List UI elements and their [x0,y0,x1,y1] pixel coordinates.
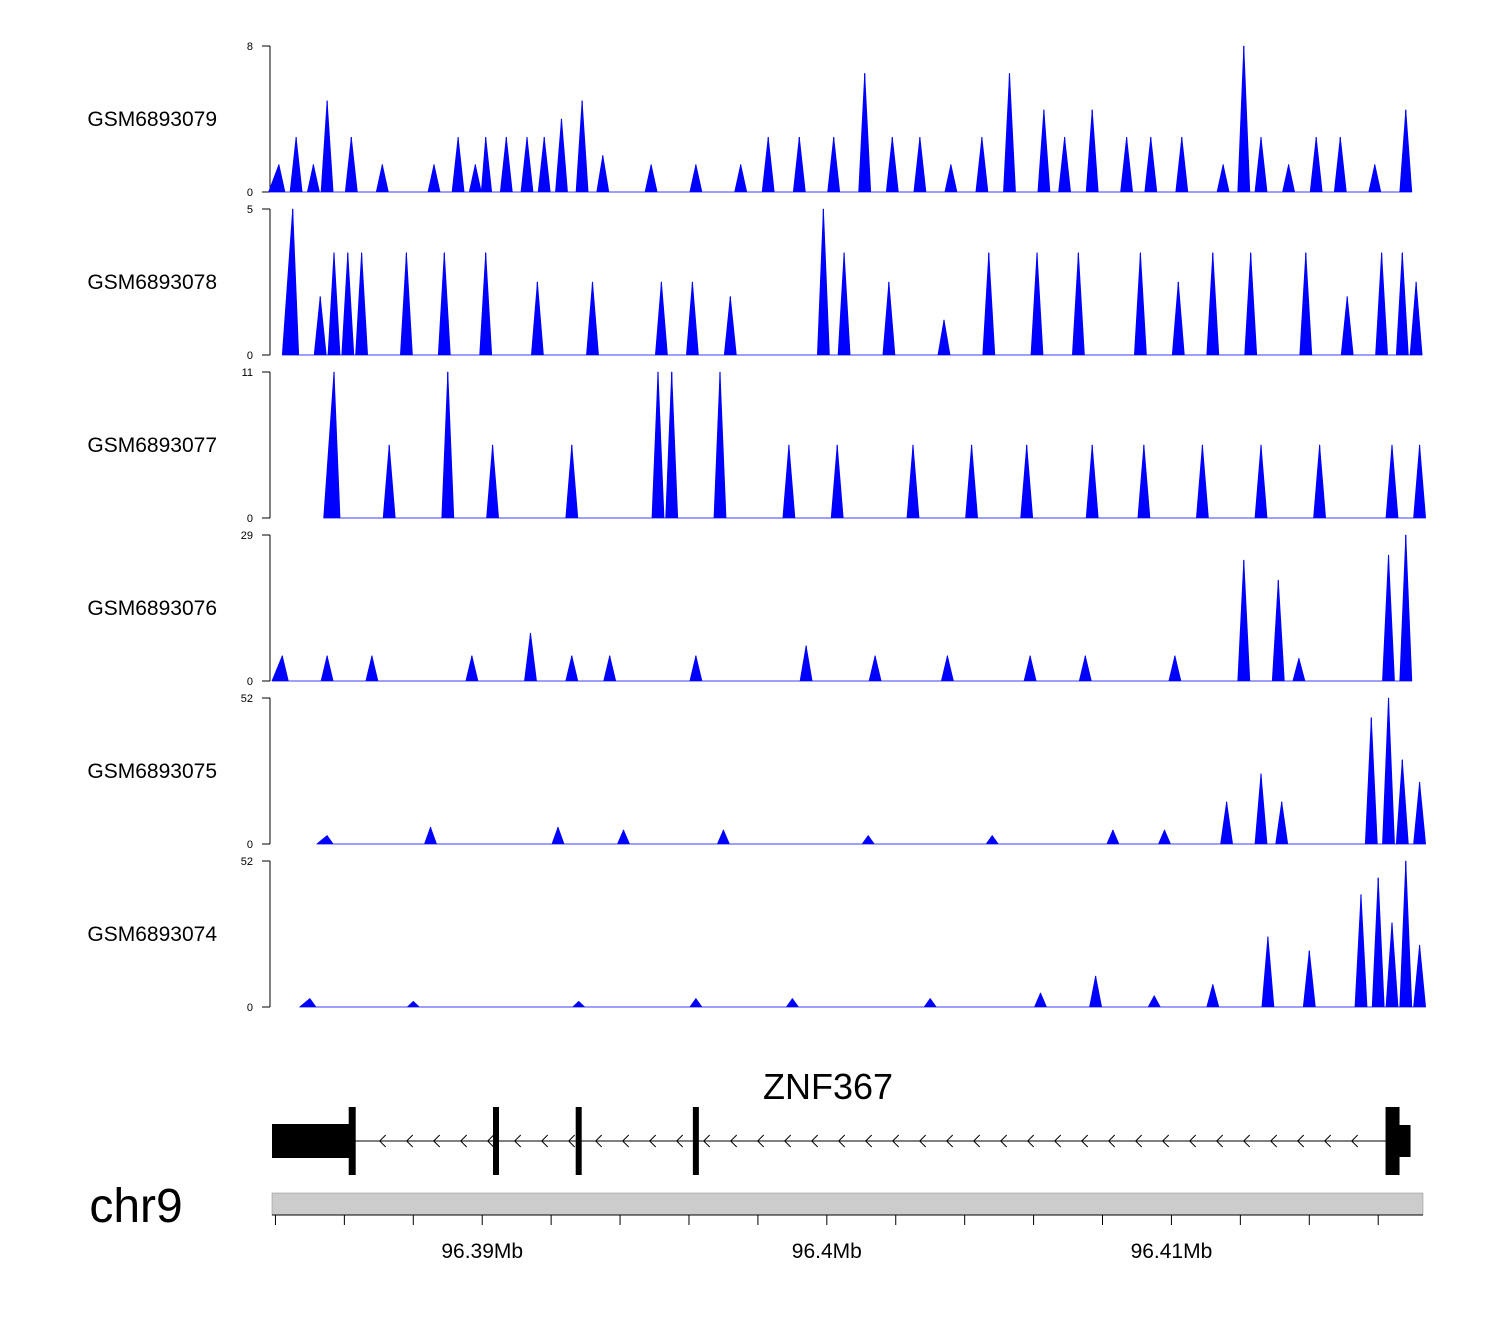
track-label: GSM6893075 [87,760,217,783]
y-tick-label-zero: 0 [247,676,253,688]
y-tick-label-max: 11 [242,367,253,379]
strand-arrow [1323,1134,1332,1148]
coverage-area [271,534,1413,682]
y-tick-label-max: 29 [241,530,253,542]
strand-arrow [1107,1134,1116,1148]
y-tick-label-max: 52 [241,856,253,868]
strand-arrow [1026,1134,1035,1148]
strand-arrow [1350,1134,1359,1148]
gene-name-label: ZNF367 [763,1066,893,1107]
strand-arrow [675,1134,684,1148]
strand-arrow [702,1134,711,1148]
strand-arrow [1161,1134,1170,1148]
chromosome-bar [271,1192,1424,1216]
strand-arrow [432,1134,441,1148]
strand-arrow [810,1134,819,1148]
coverage-area [268,45,1413,193]
strand-arrow [648,1134,657,1148]
y-tick-label-max: 5 [247,204,253,216]
strand-arrow [513,1134,522,1148]
y-tick-label-zero: 0 [247,513,253,525]
strand-arrow [972,1134,981,1148]
track-GSM6893074: GSM6893074 52 0 [87,856,1426,1014]
track-GSM6893075: GSM6893075 52 0 [87,693,1426,851]
strand-arrow [1215,1134,1224,1148]
track-GSM6893076: GSM6893076 29 0 [87,530,1413,688]
coverage-area [281,208,1423,356]
strand-arrow [1188,1134,1197,1148]
track-GSM6893077: GSM6893077 11 0 [87,367,1426,525]
strand-arrow [1269,1134,1278,1148]
y-tick-label-zero: 0 [247,187,253,199]
track-GSM6893079: GSM6893079 8 0 [87,41,1413,199]
strand-arrow [594,1134,603,1148]
strand-arrow [405,1134,414,1148]
strand-arrow [1242,1134,1251,1148]
strand-arrow [864,1134,873,1148]
track-label: GSM6893074 [87,923,217,946]
strand-arrow [837,1134,846,1148]
gene-track: ZNF367 [272,1066,1411,1175]
coverage-tracks: GSM689307980GSM689307850GSM6893077110GSM… [87,41,1426,1014]
exon-block [492,1107,499,1175]
exon-block [348,1107,356,1175]
strand-arrow [891,1134,900,1148]
exon-block [692,1107,699,1175]
strand-arrow [945,1134,954,1148]
track-label: GSM6893079 [87,108,217,131]
strand-arrow [540,1134,549,1148]
y-tick-label-max: 8 [247,41,253,53]
strand-arrow [486,1134,495,1148]
strand-arrow [729,1134,738,1148]
axis-tick-label: 96.4Mb [792,1240,862,1263]
strand-arrow [783,1134,792,1148]
utr-block [272,1124,350,1158]
track-label: GSM6893077 [87,434,217,457]
track-label: GSM6893076 [87,597,217,620]
strand-arrow [1296,1134,1305,1148]
strand-arrow [621,1134,630,1148]
axis-tick-label: 96.41Mb [1131,1240,1213,1263]
y-tick-label-max: 52 [241,693,253,705]
track-GSM6893078: GSM6893078 5 0 [87,204,1423,362]
strand-arrow [1134,1134,1143,1148]
strand-arrow [1053,1134,1062,1148]
strand-arrow [756,1134,765,1148]
y-tick-label-zero: 0 [247,1002,253,1014]
coverage-area [299,860,1426,1008]
genome-axis: chr9 96.39Mb 96.4Mb 96.41Mb [89,1180,1424,1263]
strand-arrow [999,1134,1008,1148]
y-tick-label-zero: 0 [247,839,253,851]
chromosome-label: chr9 [89,1180,182,1233]
track-label: GSM6893078 [87,271,217,294]
axis-tick-label: 96.39Mb [441,1240,523,1263]
coverage-area [323,371,1426,519]
strand-arrow [918,1134,927,1148]
strand-arrow [567,1134,576,1148]
strand-arrow [1080,1134,1089,1148]
strand-arrow [378,1134,387,1148]
utr-block [1398,1125,1411,1157]
exon-block [575,1107,582,1175]
coverage-area [316,697,1426,845]
y-tick-label-zero: 0 [247,350,253,362]
exon-block [1385,1107,1400,1175]
strand-arrow [459,1134,468,1148]
